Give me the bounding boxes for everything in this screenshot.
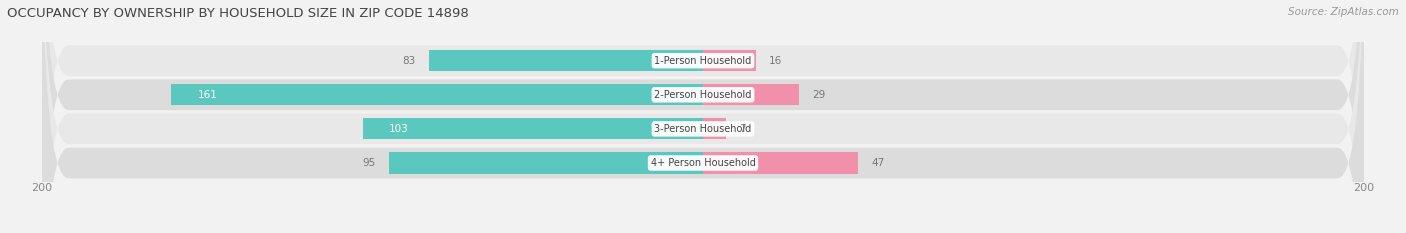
Bar (389, 152, 703, 174)
Text: 16: 16 (769, 56, 782, 66)
Text: Source: ZipAtlas.com: Source: ZipAtlas.com (1288, 7, 1399, 17)
Text: 2-Person Household: 2-Person Household (654, 90, 752, 100)
Text: 47: 47 (872, 158, 884, 168)
Text: OCCUPANCY BY OWNERSHIP BY HOUSEHOLD SIZE IN ZIP CODE 14898: OCCUPANCY BY OWNERSHIP BY HOUSEHOLD SIZE… (7, 7, 468, 20)
Text: 83: 83 (402, 56, 416, 66)
FancyBboxPatch shape (42, 0, 1364, 233)
Text: 95: 95 (363, 158, 375, 168)
Bar (172, 84, 703, 105)
Bar (703, 50, 756, 71)
Bar (363, 118, 703, 140)
FancyBboxPatch shape (42, 0, 1364, 233)
Text: 29: 29 (813, 90, 825, 100)
Bar (429, 50, 703, 71)
Bar (703, 118, 725, 140)
Text: 103: 103 (389, 124, 409, 134)
Text: 4+ Person Household: 4+ Person Household (651, 158, 755, 168)
Bar (703, 84, 799, 105)
Text: 161: 161 (197, 90, 218, 100)
FancyBboxPatch shape (42, 0, 1364, 233)
Text: 1-Person Household: 1-Person Household (654, 56, 752, 66)
Legend: Owner-occupied, Renter-occupied: Owner-occupied, Renter-occupied (595, 231, 811, 233)
FancyBboxPatch shape (42, 0, 1364, 233)
Text: 7: 7 (740, 124, 747, 134)
Bar (703, 152, 858, 174)
Text: 3-Person Household: 3-Person Household (654, 124, 752, 134)
